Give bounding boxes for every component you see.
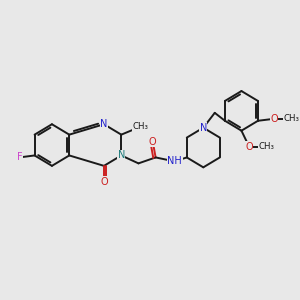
Text: CH₃: CH₃ <box>258 142 274 151</box>
Text: NH: NH <box>167 156 182 167</box>
Text: N: N <box>200 123 207 133</box>
Text: N: N <box>100 119 108 129</box>
Text: O: O <box>149 136 157 147</box>
Text: F: F <box>16 152 22 162</box>
Text: O: O <box>100 177 108 187</box>
Text: CH₃: CH₃ <box>283 114 299 123</box>
Text: O: O <box>245 142 253 152</box>
Text: O: O <box>270 114 278 124</box>
Text: CH₃: CH₃ <box>132 122 148 131</box>
Text: N: N <box>118 150 125 161</box>
